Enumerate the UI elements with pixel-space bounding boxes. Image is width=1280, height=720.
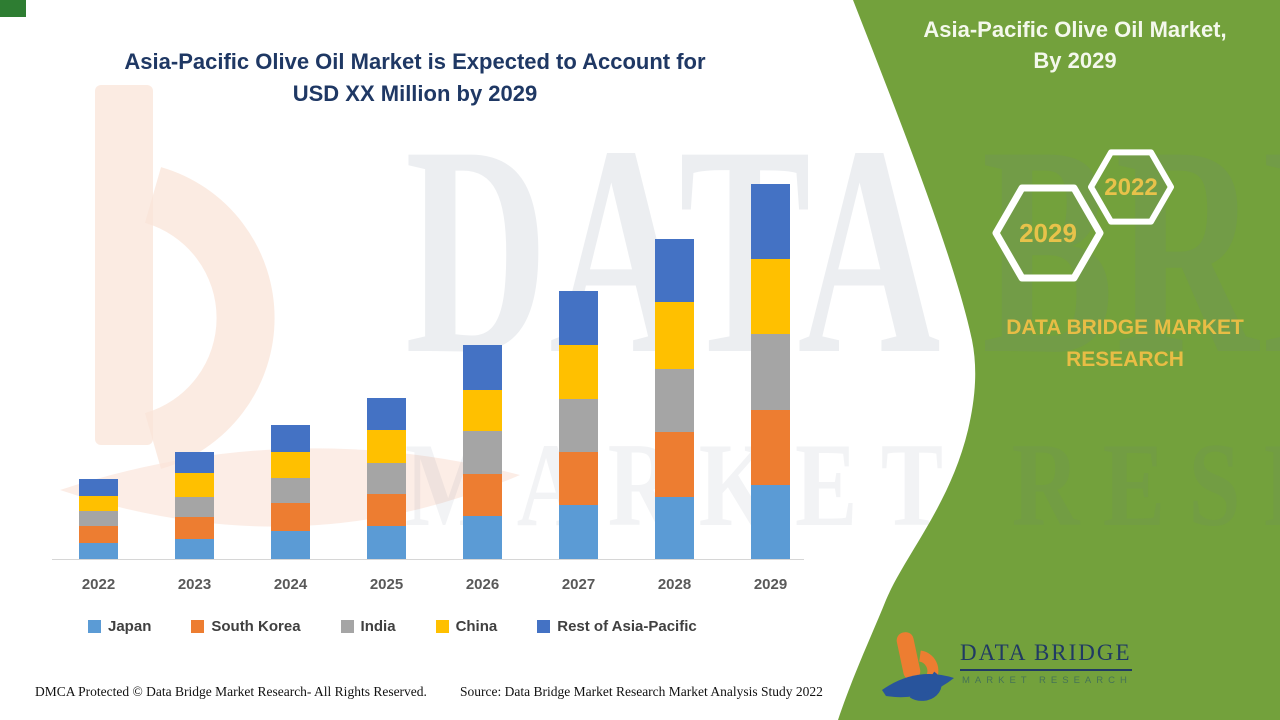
hexagon-badges: 2029 2022 [992,149,1174,282]
bar-segment-2025-china [367,430,406,463]
bar-segment-2023-india [175,497,214,517]
bar-segment-2026-south-korea [463,474,502,516]
legend-label: China [455,618,498,635]
legend-item-japan: Japan [88,618,151,635]
stacked-bar-2028 [655,239,694,559]
bar-segment-2025-india [367,463,406,494]
legend-label: Rest of Asia-Pacific [557,618,697,635]
bar-segment-2024-south-korea [271,503,310,531]
chart-title-line1: Asia-Pacific Olive Oil Market is Expecte… [124,49,706,74]
stacked-bar-2029 [751,184,790,559]
panel-brand-text: DATA BRIDGE MARKET RESEARCH [985,312,1265,376]
x-axis-label-2024: 2024 [273,576,308,593]
panel-title-line1: Asia-Pacific Olive Oil Market, [923,17,1227,42]
panel-brand-line1: DATA BRIDGE MARKET [1006,316,1244,339]
bar-segment-2026-rest-of-asia-pacific [463,345,502,390]
x-axis-label-2025: 2025 [369,576,404,593]
bar-segment-2024-china [271,452,310,478]
logo-d-ring [909,671,942,701]
legend-item-south-korea: South Korea [191,618,301,635]
hexagon-2029 [992,184,1104,282]
panel-brand-line2: RESEARCH [1066,348,1184,371]
data-bridge-logo: DATA BRIDGE MARKET RESEARCH [878,628,1178,708]
stacked-bar-2027 [559,291,598,559]
legend-item-rest-of-asia-pacific: Rest of Asia-Pacific [537,618,697,635]
bar-segment-2022-china [79,496,118,511]
x-axis-label-2022: 2022 [81,576,116,593]
hexagon-2022 [1088,149,1174,225]
logo-b-bar [896,632,921,680]
chart-title-line2: USD XX Million by 2029 [292,81,538,106]
legend-label: Japan [108,618,152,635]
bar-segment-2023-china [175,473,214,497]
legend-label: India [360,618,396,635]
corner-accent-box [0,0,26,17]
stacked-bar-2023 [175,452,214,559]
bar-segment-2022-rest-of-asia-pacific [79,479,118,496]
bar-segment-2022-japan [79,543,118,559]
bar-segment-2029-rest-of-asia-pacific [751,184,790,259]
bar-segment-2026-india [463,431,502,474]
bar-segment-2027-india [559,399,598,452]
bar-segment-2027-japan [559,505,598,559]
bar-segment-2027-china [559,345,598,399]
stacked-bar-2025 [367,398,406,559]
bar-segment-2029-china [751,259,790,334]
bar-segment-2028-japan [655,497,694,559]
bar-segment-2024-india [271,478,310,503]
bar-segment-2023-rest-of-asia-pacific [175,452,214,473]
bar-segment-2025-japan [367,526,406,559]
legend-swatch-icon [88,620,101,633]
stacked-bar-2022 [79,479,118,559]
bar-segment-2028-south-korea [655,432,694,497]
x-axis-label-2028: 2028 [657,576,692,593]
logo-wordmark: DATA BRIDGE [960,640,1132,671]
bar-segment-2026-japan [463,516,502,559]
bar-segment-2028-rest-of-asia-pacific [655,239,694,302]
bar-segment-2027-rest-of-asia-pacific [559,291,598,345]
bar-segment-2029-south-korea [751,410,790,485]
chart-title: Asia-Pacific Olive Oil Market is Expecte… [90,46,740,110]
legend-label: South Korea [211,618,301,635]
bar-segment-2028-india [655,369,694,432]
logo-subtext: MARKET RESEARCH [962,675,1132,686]
x-axis-label-2026: 2026 [465,576,500,593]
bar-segment-2024-japan [271,531,310,559]
legend-swatch-icon [340,620,354,633]
panel-title-line2: By 2029 [1033,48,1117,73]
bar-segment-2025-south-korea [367,494,406,526]
dmca-notice: DMCA Protected © Data Bridge Market Rese… [35,684,427,699]
legend-swatch-icon [537,620,551,633]
x-axis-label-2023: 2023 [177,576,212,593]
bar-segment-2026-china [463,390,502,431]
legend-item-china: China [435,618,498,635]
legend-swatch-icon [435,620,449,633]
legend-swatch-icon [191,620,205,633]
stacked-bar-2026 [463,345,502,559]
x-axis-line [52,559,804,560]
hexagon-2022-label: 2022 [1104,174,1157,201]
bar-segment-2024-rest-of-asia-pacific [271,425,310,452]
x-axis-label-2029: 2029 [753,576,788,593]
panel-title: Asia-Pacific Olive Oil Market, By 2029 [880,14,1270,76]
chart-legend: Japan South Korea India China Rest of Asia-P… [88,618,808,635]
bar-segment-2029-japan [751,485,790,559]
legend-item-india: India [340,618,396,635]
bar-segment-2028-china [655,302,694,369]
bar-segment-2022-south-korea [79,526,118,543]
bar-segment-2027-south-korea [559,452,598,505]
bar-segment-2023-japan [175,539,214,559]
bar-segment-2025-rest-of-asia-pacific [367,398,406,430]
x-axis-label-2027: 2027 [561,576,596,593]
bar-segment-2022-india [79,511,118,526]
bar-segment-2023-south-korea [175,517,214,539]
bar-segment-2029-india [751,334,790,410]
stacked-bar-chart: 2022 2023 2024 2025 2026 2027 2028 2029 [52,184,804,593]
data-bridge-logo-icon [882,632,954,701]
source-note: Source: Data Bridge Market Research Mark… [460,684,823,699]
stacked-bar-2024 [271,425,310,559]
hexagon-2029-label: 2029 [1019,218,1077,248]
